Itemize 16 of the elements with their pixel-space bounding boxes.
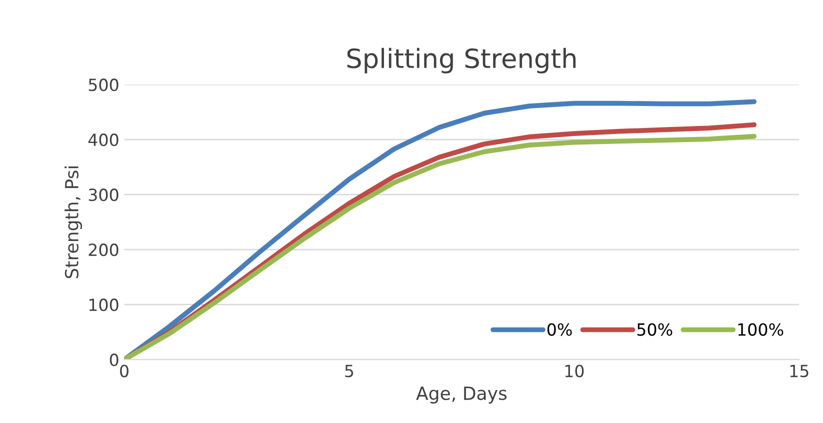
x-axis-title: Age, Days	[416, 386, 507, 404]
y-tick-label: 0	[110, 354, 118, 366]
x-tick-label: 0	[120, 364, 128, 378]
y-tick-label: 500	[88, 78, 118, 92]
y-axis-title: Strength, Psi	[64, 166, 82, 278]
x-tick-label: 10	[565, 364, 584, 378]
y-tick-label: 200	[88, 244, 118, 256]
chart-title: Splitting Strength	[347, 48, 576, 74]
x-tick-label: 5	[345, 364, 354, 378]
legend-label: 0%	[547, 323, 572, 336]
y-tick-label: 100	[89, 298, 118, 312]
y-tick-label: 400	[88, 134, 118, 146]
legend-label: 50%	[637, 323, 672, 336]
y-tick-label: 300	[88, 188, 118, 202]
x-tick-label: 15	[790, 364, 808, 378]
legend-label: 100%	[738, 323, 784, 336]
